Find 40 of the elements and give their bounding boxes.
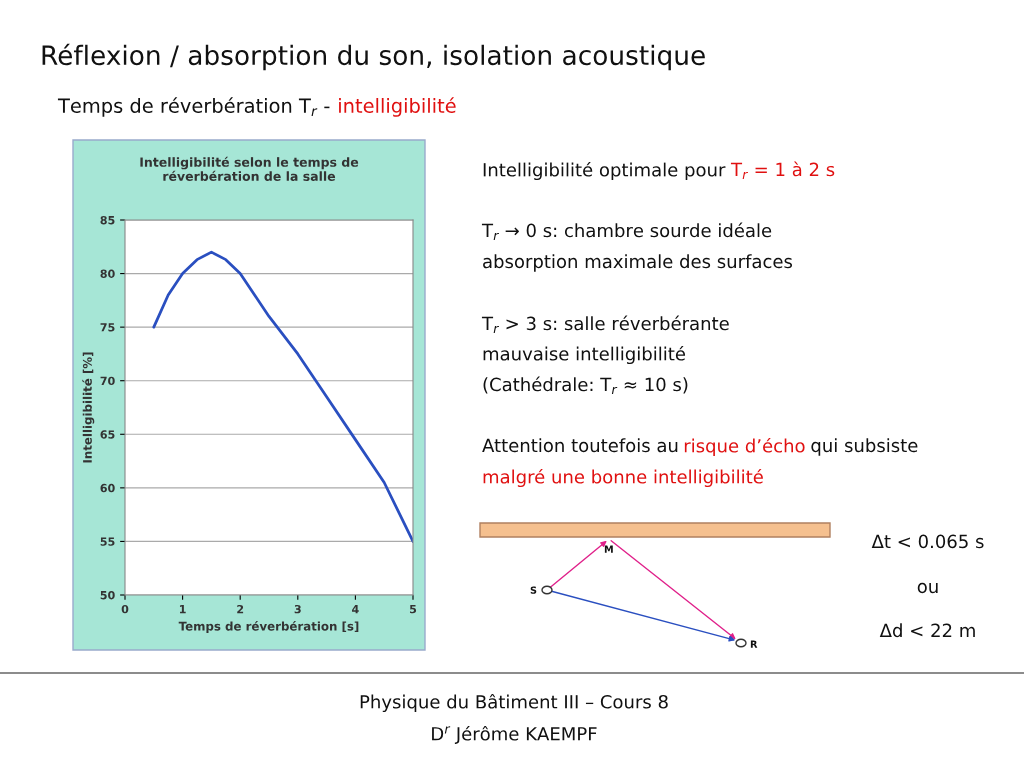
text: T$_{r}$ > 3 s: salle réverbérante	[481, 315, 729, 333]
text: qui subsiste	[811, 438, 918, 456]
x-tick-label: 4	[352, 605, 359, 614]
x-tick-label: 3	[294, 604, 301, 614]
text: Réflexion / absorption du son, isolation acoustique	[42, 43, 705, 71]
x-tick-label: 1	[179, 605, 186, 614]
text: T$_{r}$ → 0 s: chambre sourde idéale	[481, 222, 772, 240]
chart-title: Intelligibilité selon le temps de réverbération de la salle	[140, 156, 359, 181]
text: Attention toutefois au	[482, 438, 678, 453]
text: intelligibilité	[339, 97, 456, 117]
x-tick-label: 2	[237, 604, 244, 614]
text: malgré une bonne intelligibilité	[483, 468, 763, 488]
line-series	[152, 250, 413, 543]
text: mauvaise intelligibilité	[483, 345, 686, 365]
text: T$_{r}$ = 1 à 2 s	[730, 161, 835, 179]
text: M	[604, 545, 613, 553]
y-tick-label: 65	[100, 430, 115, 439]
y-tick-label: 70	[100, 376, 115, 386]
y-tick-label: 60	[100, 483, 115, 493]
y-tick-label: 55	[100, 537, 115, 546]
text: risque d’écho	[684, 437, 805, 457]
y-tick-label: 50	[100, 590, 115, 600]
text: S	[530, 586, 537, 594]
y-tick-label: 80	[100, 269, 115, 278]
x-axis-title: Temps de réverbération [s]	[178, 621, 359, 633]
x-tick-label: 0	[121, 604, 129, 614]
y-tick-label: 75	[100, 323, 115, 332]
text: Δd < 22 m	[879, 623, 975, 638]
text: D$^{r}$ Jérôme KAEMPF	[432, 725, 597, 744]
text: Temps de réverbération T$_{r}$ -	[57, 97, 330, 117]
text: ou	[917, 582, 938, 594]
x-tick-label: 5	[409, 605, 417, 614]
text: (Cathédrale: T$_{r}$ ≈ 10 s)	[483, 376, 688, 394]
text: Intelligibilité optimale pour	[483, 161, 726, 181]
y-axis-title: Intelligibilité [%]	[82, 352, 95, 463]
text: Δt < 0.065 s	[871, 534, 984, 549]
text: R	[750, 640, 758, 648]
y-tick-label: 85	[100, 215, 115, 225]
text: absorption maximale des surfaces	[483, 254, 793, 272]
text: Physique du Bâtiment III – Cours 8	[360, 693, 668, 713]
